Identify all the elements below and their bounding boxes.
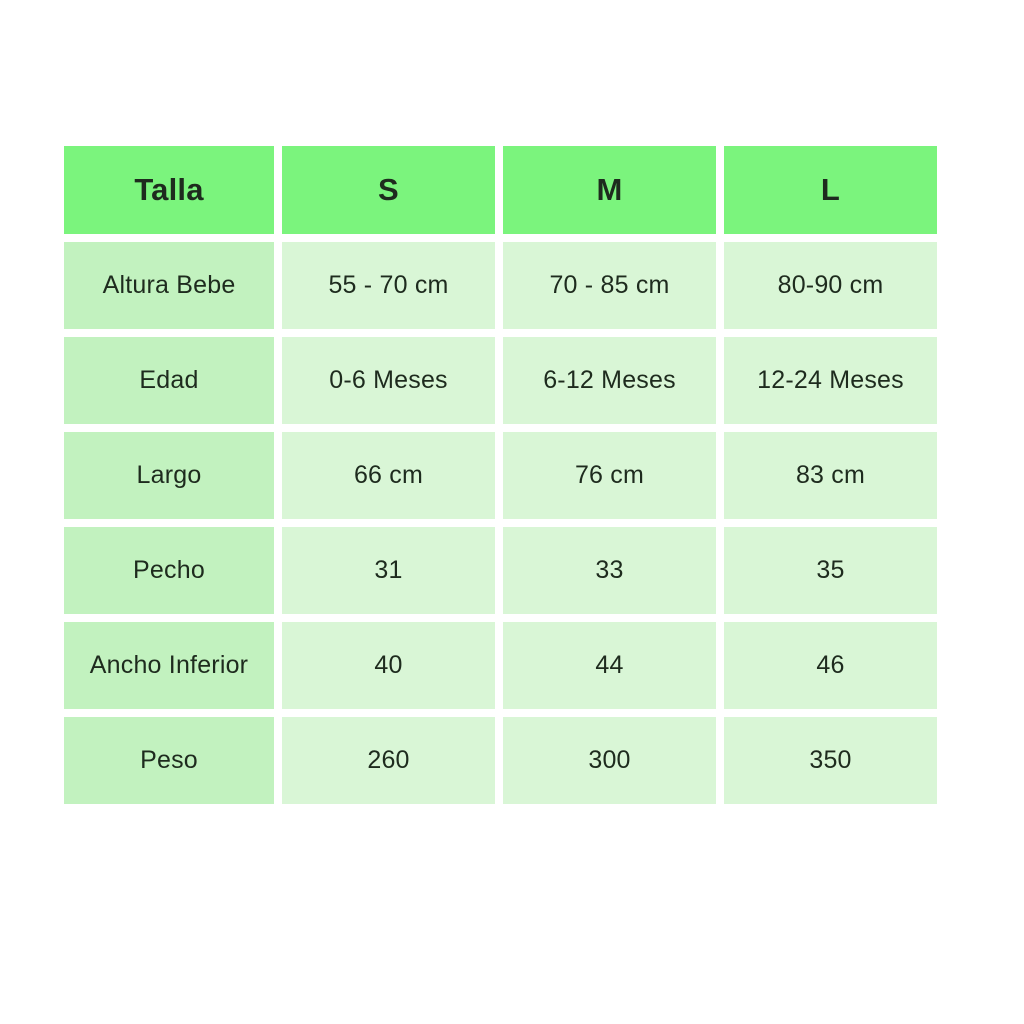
cell-largo-l: 83 cm	[724, 432, 937, 519]
cell-pecho-s: 31	[282, 527, 495, 614]
cell-ancho-inferior-l: 46	[724, 622, 937, 709]
size-chart-table: Talla S M L Altura Bebe 55 - 70 cm 70 - …	[64, 146, 937, 804]
header-cell-m: M	[503, 146, 716, 234]
cell-ancho-inferior-s: 40	[282, 622, 495, 709]
cell-altura-bebe-l: 80-90 cm	[724, 242, 937, 329]
cell-edad-m: 6-12 Meses	[503, 337, 716, 424]
cell-pecho-l: 35	[724, 527, 937, 614]
cell-pecho-m: 33	[503, 527, 716, 614]
cell-peso-l: 350	[724, 717, 937, 804]
row-label-ancho-inferior: Ancho Inferior	[64, 622, 274, 709]
cell-peso-s: 260	[282, 717, 495, 804]
row-label-largo: Largo	[64, 432, 274, 519]
row-label-peso: Peso	[64, 717, 274, 804]
cell-edad-l: 12-24 Meses	[724, 337, 937, 424]
cell-altura-bebe-m: 70 - 85 cm	[503, 242, 716, 329]
cell-ancho-inferior-m: 44	[503, 622, 716, 709]
row-label-altura-bebe: Altura Bebe	[64, 242, 274, 329]
cell-edad-s: 0-6 Meses	[282, 337, 495, 424]
row-label-edad: Edad	[64, 337, 274, 424]
header-cell-s: S	[282, 146, 495, 234]
row-label-pecho: Pecho	[64, 527, 274, 614]
cell-largo-s: 66 cm	[282, 432, 495, 519]
header-cell-talla: Talla	[64, 146, 274, 234]
cell-largo-m: 76 cm	[503, 432, 716, 519]
cell-peso-m: 300	[503, 717, 716, 804]
cell-altura-bebe-s: 55 - 70 cm	[282, 242, 495, 329]
header-cell-l: L	[724, 146, 937, 234]
